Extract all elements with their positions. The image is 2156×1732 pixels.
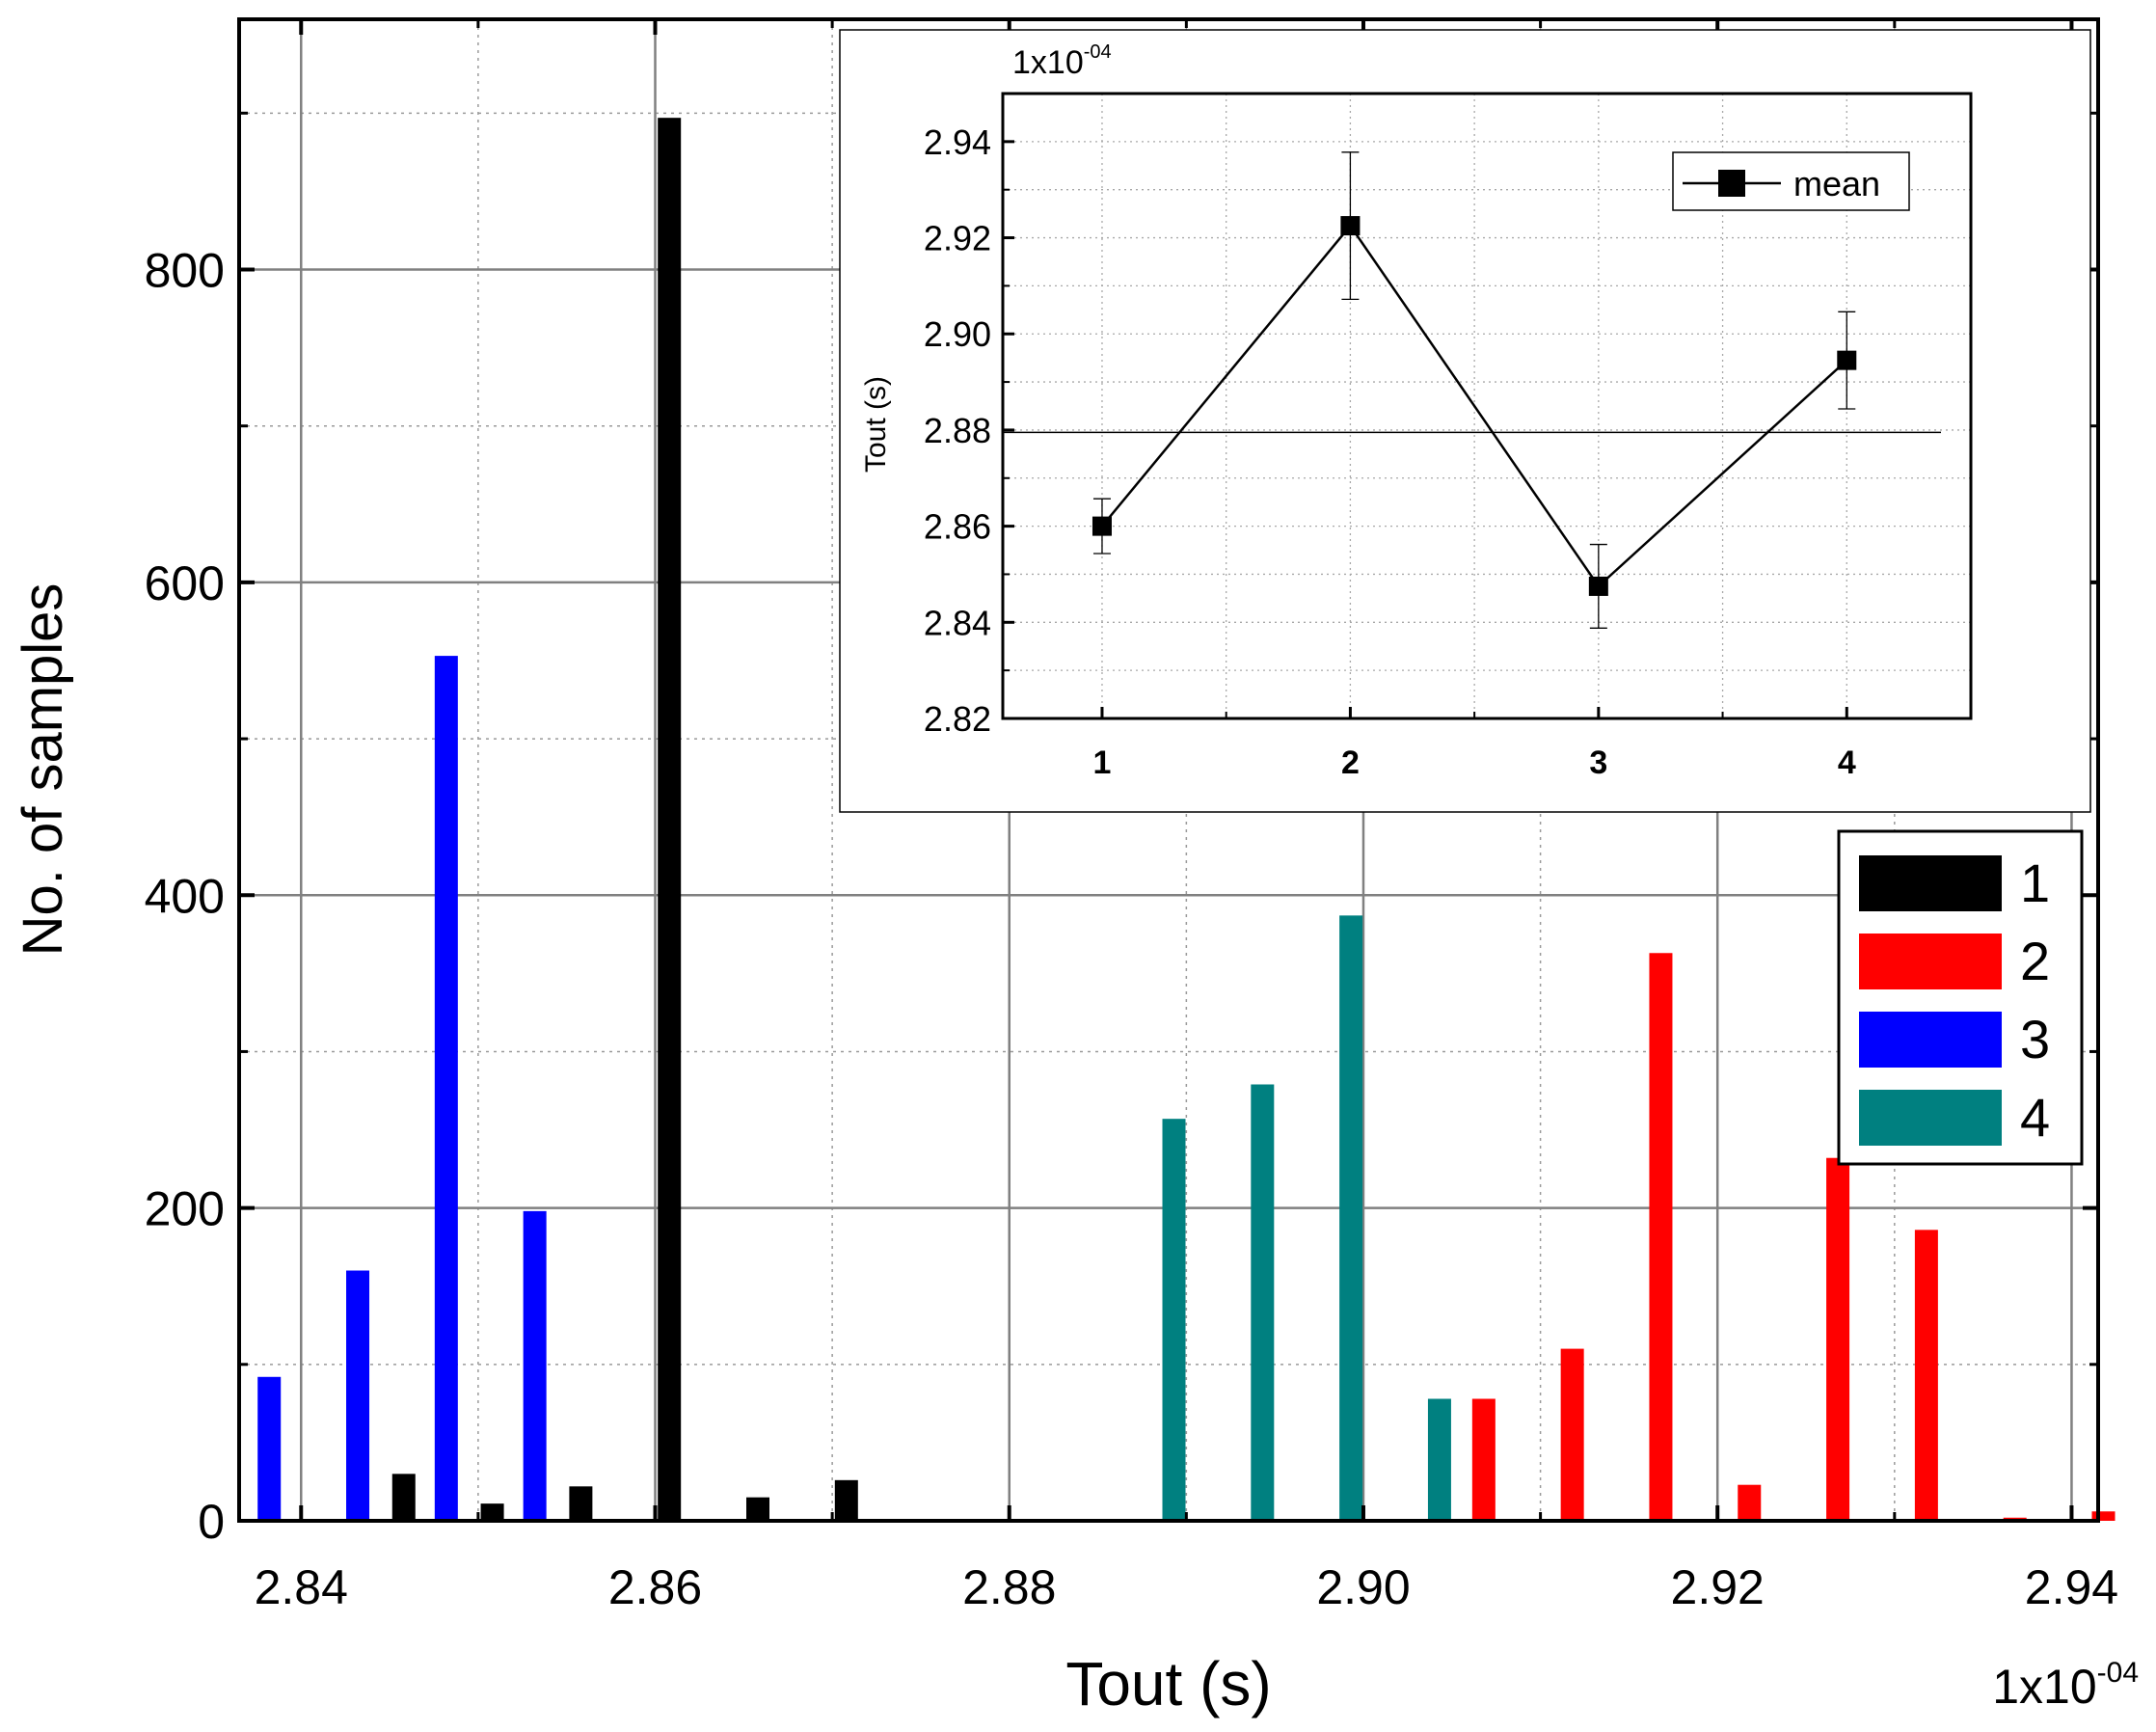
bar-series-3 — [523, 1210, 547, 1521]
inset-x-tick-label: 4 — [1838, 744, 1856, 781]
main-x-tick-label: 2.94 — [2025, 1560, 2118, 1614]
main-legend-swatch-2 — [1859, 934, 2002, 989]
main-y-tick-label: 600 — [145, 556, 225, 610]
main-x-axis-title: Tout (s) — [1065, 1649, 1271, 1718]
main-bars — [257, 118, 2116, 1522]
main-ticks — [239, 19, 2098, 1523]
bar-series-1 — [569, 1486, 593, 1521]
main-x-multiplier-base: 1x10 — [1992, 1660, 2096, 1714]
main-y-tick-label: 200 — [145, 1182, 225, 1236]
inset-x-tick-label: 3 — [1589, 744, 1607, 781]
inset-x-tick-label: 2 — [1341, 744, 1360, 781]
bar-series-2 — [1914, 1230, 1938, 1521]
inset-mean-marker — [1837, 350, 1857, 370]
inset-y-tick-label: 2.84 — [924, 603, 991, 642]
main-legend-swatch-1 — [1859, 855, 2002, 911]
main-legend-swatch-3 — [1859, 1012, 2002, 1068]
bar-series-2 — [1826, 1157, 1850, 1521]
bar-series-4 — [1251, 1084, 1275, 1521]
main-x-tick-label: 2.84 — [255, 1560, 348, 1614]
bar-series-1 — [834, 1479, 858, 1521]
main-x-multiplier: 1x10-04 — [1992, 1657, 2139, 1714]
bar-series-1 — [658, 118, 682, 1522]
main-legend-swatch-4 — [1859, 1090, 2002, 1146]
inset-y-tick-label: 2.88 — [924, 411, 991, 450]
inset-y-tick-label: 2.92 — [924, 219, 991, 258]
inset-mean-marker — [1588, 576, 1608, 596]
inset-legend-marker — [1718, 170, 1745, 197]
inset-legend-frame — [1672, 151, 1910, 211]
inset-y-tick-label: 2.82 — [924, 699, 991, 739]
inset-mean-marker — [1091, 516, 1112, 536]
main-plot-frame — [237, 17, 2100, 1523]
bar-series-4 — [1162, 1119, 1186, 1521]
inset-panel — [839, 29, 2091, 813]
main-legend-label-2: 2 — [2020, 931, 2050, 991]
bar-series-4 — [1427, 1398, 1451, 1521]
main-y-tick-label: 800 — [145, 244, 225, 298]
inset-y-multiplier-exp: -04 — [1084, 41, 1112, 63]
main-legend: 1 2 3 4 — [1837, 829, 2084, 1166]
inset-x-tick-labels: 1 2 3 4 — [1093, 744, 1856, 781]
bar-series-1 — [746, 1497, 770, 1521]
bar-series-2 — [1471, 1398, 1496, 1521]
main-x-tick-labels: 2.84 2.86 2.88 2.90 2.92 2.94 — [255, 1560, 2119, 1614]
inset-y-multiplier-base: 1x10 — [1012, 44, 1084, 81]
inset-y-tick-label: 2.94 — [924, 122, 991, 162]
main-x-tick-label: 2.86 — [608, 1560, 702, 1614]
inset-mean-line — [1101, 224, 1848, 588]
inset-x-tick-label: 1 — [1093, 744, 1112, 781]
inset-y-tick-labels: 2.82 2.84 2.86 2.88 2.90 2.92 2.94 — [924, 122, 991, 739]
bar-series-2 — [1560, 1348, 1584, 1521]
main-y-tick-labels: 0 200 400 600 800 — [145, 244, 225, 1550]
main-x-multiplier-exp: -04 — [2097, 1657, 2139, 1689]
bar-series-1 — [480, 1503, 504, 1521]
main-x-tick-label: 2.92 — [1671, 1560, 1765, 1614]
main-legend-label-3: 3 — [2020, 1009, 2050, 1069]
bar-series-2 — [2091, 1511, 2116, 1521]
bar-series-3 — [257, 1376, 282, 1521]
inset-y-tick-label: 2.86 — [924, 507, 991, 547]
main-legend-label-1: 1 — [2020, 852, 2050, 913]
inset-y-tick-label: 2.90 — [924, 314, 991, 354]
bar-series-3 — [434, 656, 458, 1521]
inset-legend: mean — [1672, 151, 1910, 211]
main-x-tick-label: 2.88 — [962, 1560, 1056, 1614]
main-legend-label-4: 4 — [2020, 1087, 2050, 1148]
inset-y-axis-title: Tout (s) — [860, 376, 892, 473]
inset-mean-marker — [1340, 216, 1361, 236]
main-y-tick-label: 400 — [145, 869, 225, 923]
main-y-axis-title: No. of samples — [12, 583, 74, 957]
inset-series — [1091, 151, 1857, 629]
inset-legend-label: mean — [1793, 164, 1880, 203]
bar-series-3 — [346, 1270, 370, 1521]
bar-series-4 — [1339, 915, 1363, 1521]
inset-y-multiplier: 1x10-04 — [1012, 41, 1112, 81]
main-y-tick-label: 0 — [198, 1495, 225, 1549]
bar-series-2 — [1649, 953, 1673, 1521]
inset-ticks — [1003, 93, 1848, 720]
bar-series-2 — [1738, 1484, 1762, 1521]
inset-plot-frame — [1001, 92, 1973, 720]
bar-series-1 — [391, 1474, 416, 1521]
main-x-tick-label: 2.90 — [1316, 1560, 1410, 1614]
